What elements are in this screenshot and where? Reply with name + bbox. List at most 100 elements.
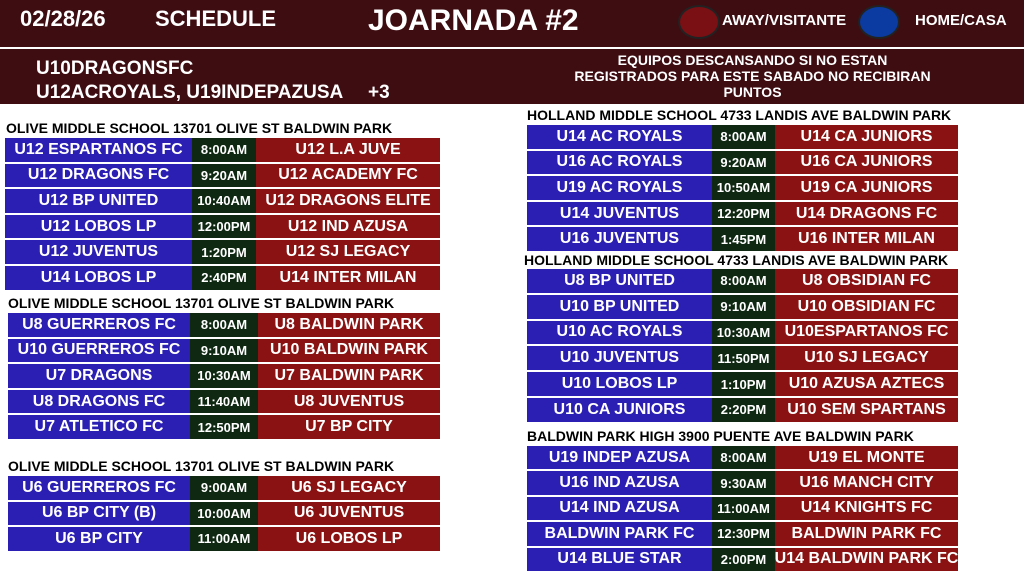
home-team: U12 DRAGONS FC xyxy=(5,163,192,190)
venue: BALDWIN PARK HIGH 3900 PUENTE AVE BALDWI… xyxy=(527,428,914,444)
game-time: 8:00AM xyxy=(712,125,775,151)
game-time: 10:00AM xyxy=(190,501,258,528)
header-separator xyxy=(0,47,1024,49)
venue: HOLLAND MIDDLE SCHOOL 4733 LANDIS AVE BA… xyxy=(527,107,952,123)
game-time: 2:40PM xyxy=(192,266,256,292)
game-time: 10:50AM xyxy=(712,176,775,202)
game-time: 1:10PM xyxy=(712,372,775,398)
away-team: U7 BALDWIN PARK xyxy=(258,364,440,390)
game-time: 1:20PM xyxy=(192,240,256,266)
home-team: U8 GUERREROS FC xyxy=(8,313,190,339)
home-team: U10 CA JUNIORS xyxy=(527,398,712,424)
schedule-label: SCHEDULE xyxy=(155,6,277,31)
game-time: 9:00AM xyxy=(190,476,258,502)
away-team: U6 SJ LEGACY xyxy=(258,476,440,502)
notice: EQUIPOS DESCANSANDO SI NO ESTAN REGISTRA… xyxy=(574,52,931,100)
away-team: U14 KNIGHTS FC xyxy=(775,496,958,523)
away-team: U12 DRAGONS ELITE xyxy=(256,189,440,215)
resting-more: +3 xyxy=(368,82,390,103)
away-team: U19 CA JUNIORS xyxy=(775,176,958,202)
away-team: U14 DRAGONS FC xyxy=(775,201,958,228)
home-team: U6 BP CITY (B) xyxy=(8,501,190,528)
home-team: U10 GUERREROS FC xyxy=(8,338,190,365)
away-team: U12 SJ LEGACY xyxy=(256,240,440,266)
game-time: 10:40AM xyxy=(192,189,256,215)
home-team: U8 BP UNITED xyxy=(527,269,712,295)
away-team: U10 SJ LEGACY xyxy=(775,346,958,373)
away-team: BALDWIN PARK FC xyxy=(775,522,958,548)
home-team: U10 BP UNITED xyxy=(527,294,712,321)
game-time: 11:00AM xyxy=(712,496,775,523)
away-legend: AWAY/VISITANTE xyxy=(722,12,847,29)
home-team: U10 LOBOS LP xyxy=(527,372,712,398)
home-team: U12 JUVENTUS xyxy=(5,240,192,266)
away-team: U14 CA JUNIORS xyxy=(775,125,958,151)
game-time: 8:00AM xyxy=(712,446,775,472)
away-team: U8 JUVENTUS xyxy=(258,389,440,416)
away-team: U6 JUVENTUS xyxy=(258,501,440,528)
home-team: U14 BLUE STAR xyxy=(527,547,712,573)
home-team: U6 GUERREROS FC xyxy=(8,476,190,502)
home-team: U14 LOBOS LP xyxy=(5,266,192,292)
game-time: 9:20AM xyxy=(712,150,775,177)
away-team: U10 BALDWIN PARK xyxy=(258,338,440,365)
home-team: U19 INDEP AZUSA xyxy=(527,446,712,472)
game-time: 12:20PM xyxy=(712,201,775,228)
resting-line: U12ACROYALS, U19INDEPAZUSA xyxy=(36,82,344,103)
home-team: U6 BP CITY xyxy=(8,527,190,553)
away-team: U12 ACADEMY FC xyxy=(256,163,440,190)
venue: OLIVE MIDDLE SCHOOL 13701 OLIVE ST BALDW… xyxy=(8,295,395,311)
game-time: 10:30AM xyxy=(712,320,775,347)
home-team: U7 DRAGONS xyxy=(8,364,190,390)
home-team: U16 AC ROYALS xyxy=(527,150,712,177)
header-band xyxy=(0,0,1024,104)
game-time: 11:50PM xyxy=(712,346,775,373)
home-team: U19 AC ROYALS xyxy=(527,176,712,202)
date: 02/28/26 xyxy=(20,6,106,31)
game-time: 12:30PM xyxy=(712,522,775,548)
game-time: 8:00AM xyxy=(192,138,256,164)
away-team: U12 IND AZUSA xyxy=(256,214,440,241)
away-team: U16 MANCH CITY xyxy=(775,471,958,497)
home-team: U7 ATLETICO FC xyxy=(8,415,190,441)
game-time: 10:30AM xyxy=(190,364,258,390)
home-team: U10 AC ROYALS xyxy=(527,320,712,347)
away-team: U8 OBSIDIAN FC xyxy=(775,269,958,295)
away-team: U14 INTER MILAN xyxy=(256,266,440,292)
game-time: 8:00AM xyxy=(712,269,775,295)
venue: OLIVE MIDDLE SCHOOL 13701 OLIVE ST BALDW… xyxy=(6,120,393,136)
title: JOARNADA #2 xyxy=(368,4,579,37)
home-team: U12 BP UNITED xyxy=(5,189,192,215)
home-legend: HOME/CASA xyxy=(915,12,1007,29)
away-team: U7 BP CITY xyxy=(258,415,440,441)
away-team: U14 BALDWIN PARK FC xyxy=(775,547,958,573)
away-team: U10 SEM SPARTANS xyxy=(775,398,958,424)
home-team: U12 LOBOS LP xyxy=(5,214,192,241)
game-time: 2:00PM xyxy=(712,547,775,573)
away-team: U10 AZUSA AZTECS xyxy=(775,372,958,398)
resting-line: U10DRAGONSFC xyxy=(36,58,194,79)
game-time: 11:40AM xyxy=(190,389,258,416)
home-team: U10 JUVENTUS xyxy=(527,346,712,373)
home-team: U16 JUVENTUS xyxy=(527,227,712,253)
game-time: 12:50PM xyxy=(190,415,258,441)
game-time: 9:20AM xyxy=(192,163,256,190)
home-color-dot xyxy=(858,5,900,39)
away-team: U12 L.A JUVE xyxy=(256,138,440,164)
game-time: 9:10AM xyxy=(190,338,258,365)
away-team: U19 EL MONTE xyxy=(775,446,958,472)
game-time: 2:20PM xyxy=(712,398,775,424)
game-time: 11:00AM xyxy=(190,527,258,553)
home-team: BALDWIN PARK FC xyxy=(527,522,712,548)
home-team: U8 DRAGONS FC xyxy=(8,389,190,416)
away-team: U10 OBSIDIAN FC xyxy=(775,294,958,321)
away-team: U8 BALDWIN PARK xyxy=(258,313,440,339)
away-team: U16 CA JUNIORS xyxy=(775,150,958,177)
home-team: U14 AC ROYALS xyxy=(527,125,712,151)
home-team: U14 IND AZUSA xyxy=(527,496,712,523)
game-time: 9:30AM xyxy=(712,471,775,497)
home-team: U16 IND AZUSA xyxy=(527,471,712,497)
away-team: U10ESPARTANOS FC xyxy=(775,320,958,347)
game-time: 8:00AM xyxy=(190,313,258,339)
